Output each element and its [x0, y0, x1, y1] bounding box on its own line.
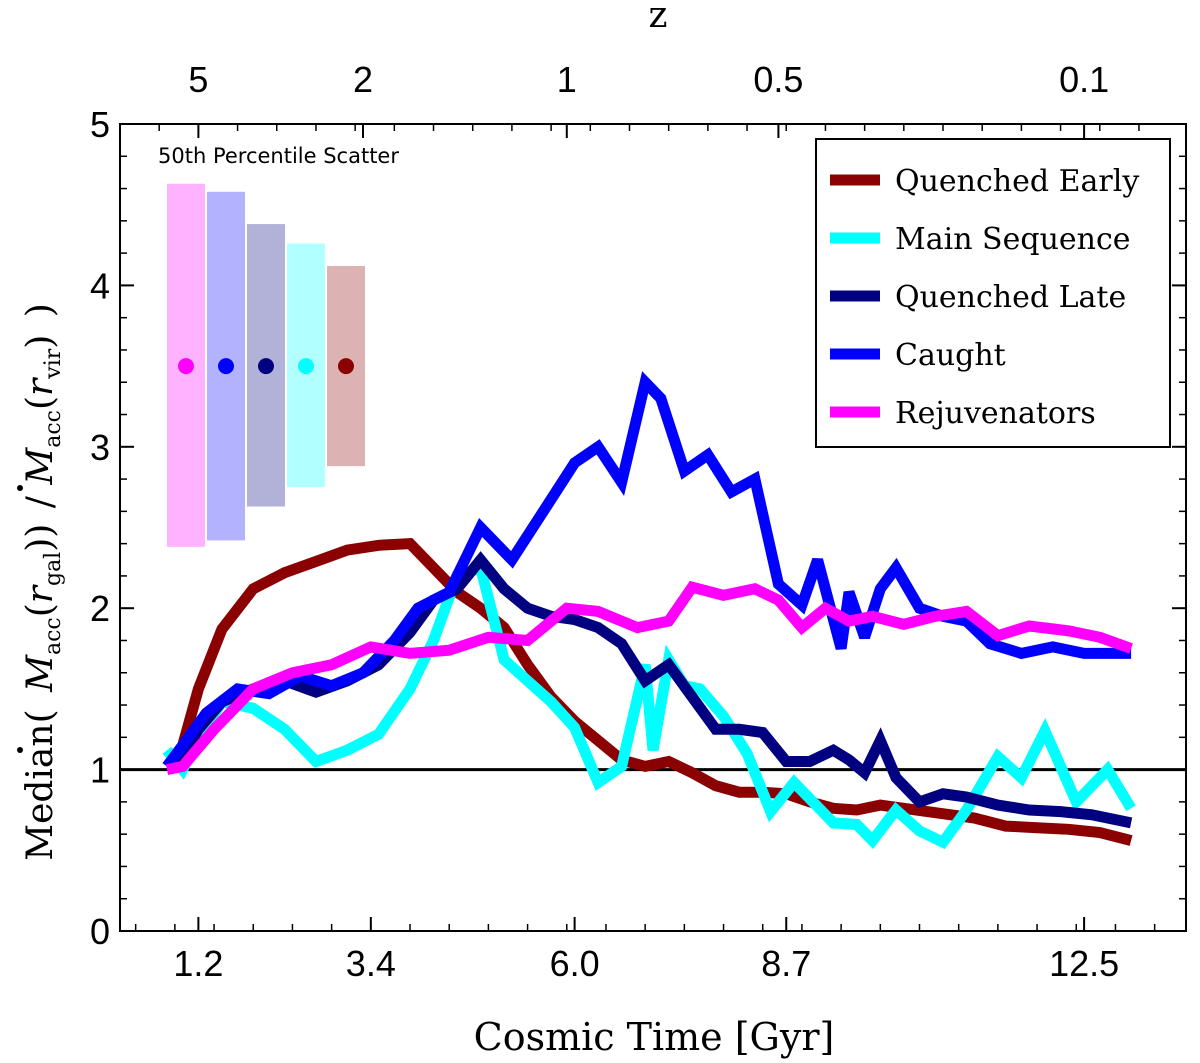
top-tick-label: 0.1 [1059, 59, 1109, 100]
scatter-median-dot-quenched-late [258, 358, 274, 375]
y-axis-label: Median( Macc(rgal)) / Macc(rvir) ) [20, 303, 66, 861]
svg-text:Median( Macc(rgal)): Median( Macc(rgal)) / Macc(rvir) ) [20, 303, 66, 861]
y-tick-label: 0 [90, 911, 110, 952]
legend-label-quenched-late: Quenched Late [895, 280, 1126, 315]
top-axis-ticks: 5 2 1 0.5 0.1 [158, 59, 1140, 138]
scatter-median-dot-rejuvenators [178, 358, 194, 375]
x-tick-label: 1.2 [173, 943, 223, 984]
y-tick-label: 4 [90, 265, 110, 306]
legend-label-quenched-early: Quenched Early [895, 164, 1139, 199]
series-line-main-sequence [162, 560, 1136, 850]
scatter-box-title: 50th Percentile Scatter [158, 144, 399, 168]
scatter-median-dot-quenched-early [338, 358, 354, 375]
y-tick-label: 1 [90, 750, 110, 791]
legend-label-main-sequence: Main Sequence [895, 222, 1131, 257]
scatter-median-dot-main-sequence [298, 358, 314, 375]
x-tick-label: 12.5 [1049, 943, 1119, 984]
series-line-quenched-early [162, 537, 1133, 846]
legend-label-rejuvenators: Rejuvenators [895, 396, 1096, 431]
y-tick-label: 2 [90, 588, 110, 629]
top-tick-label: 5 [188, 59, 208, 100]
plot-frame [119, 123, 1187, 932]
top-tick-label: 2 [353, 59, 373, 100]
scatter-box: 50th Percentile Scatter [158, 144, 399, 547]
scatter-median-dot-caught [218, 358, 234, 375]
y-tick-label: 5 [90, 104, 110, 145]
y-tick-label: 3 [90, 427, 110, 468]
top-axis-label: z [649, 0, 668, 36]
legend-label-caught: Caught [895, 338, 1006, 373]
series-line-rejuvenators [165, 580, 1133, 775]
y-label-dots [17, 485, 23, 753]
series-lines [162, 371, 1136, 850]
x-tick-label: 6.0 [550, 943, 600, 984]
x-axis-label: Cosmic Time [Gyr] [474, 1015, 835, 1059]
legend: Quenched Early Main Sequence Quenched Late… [815, 138, 1171, 448]
top-tick-label: 0.5 [753, 59, 803, 100]
x-tick-label: 3.4 [346, 943, 396, 984]
top-tick-label: 1 [557, 59, 577, 100]
x-tick-label: 8.7 [761, 943, 811, 984]
x-axis-ticks: 1.2 3.4 6.0 8.7 12.5 [134, 917, 1156, 984]
